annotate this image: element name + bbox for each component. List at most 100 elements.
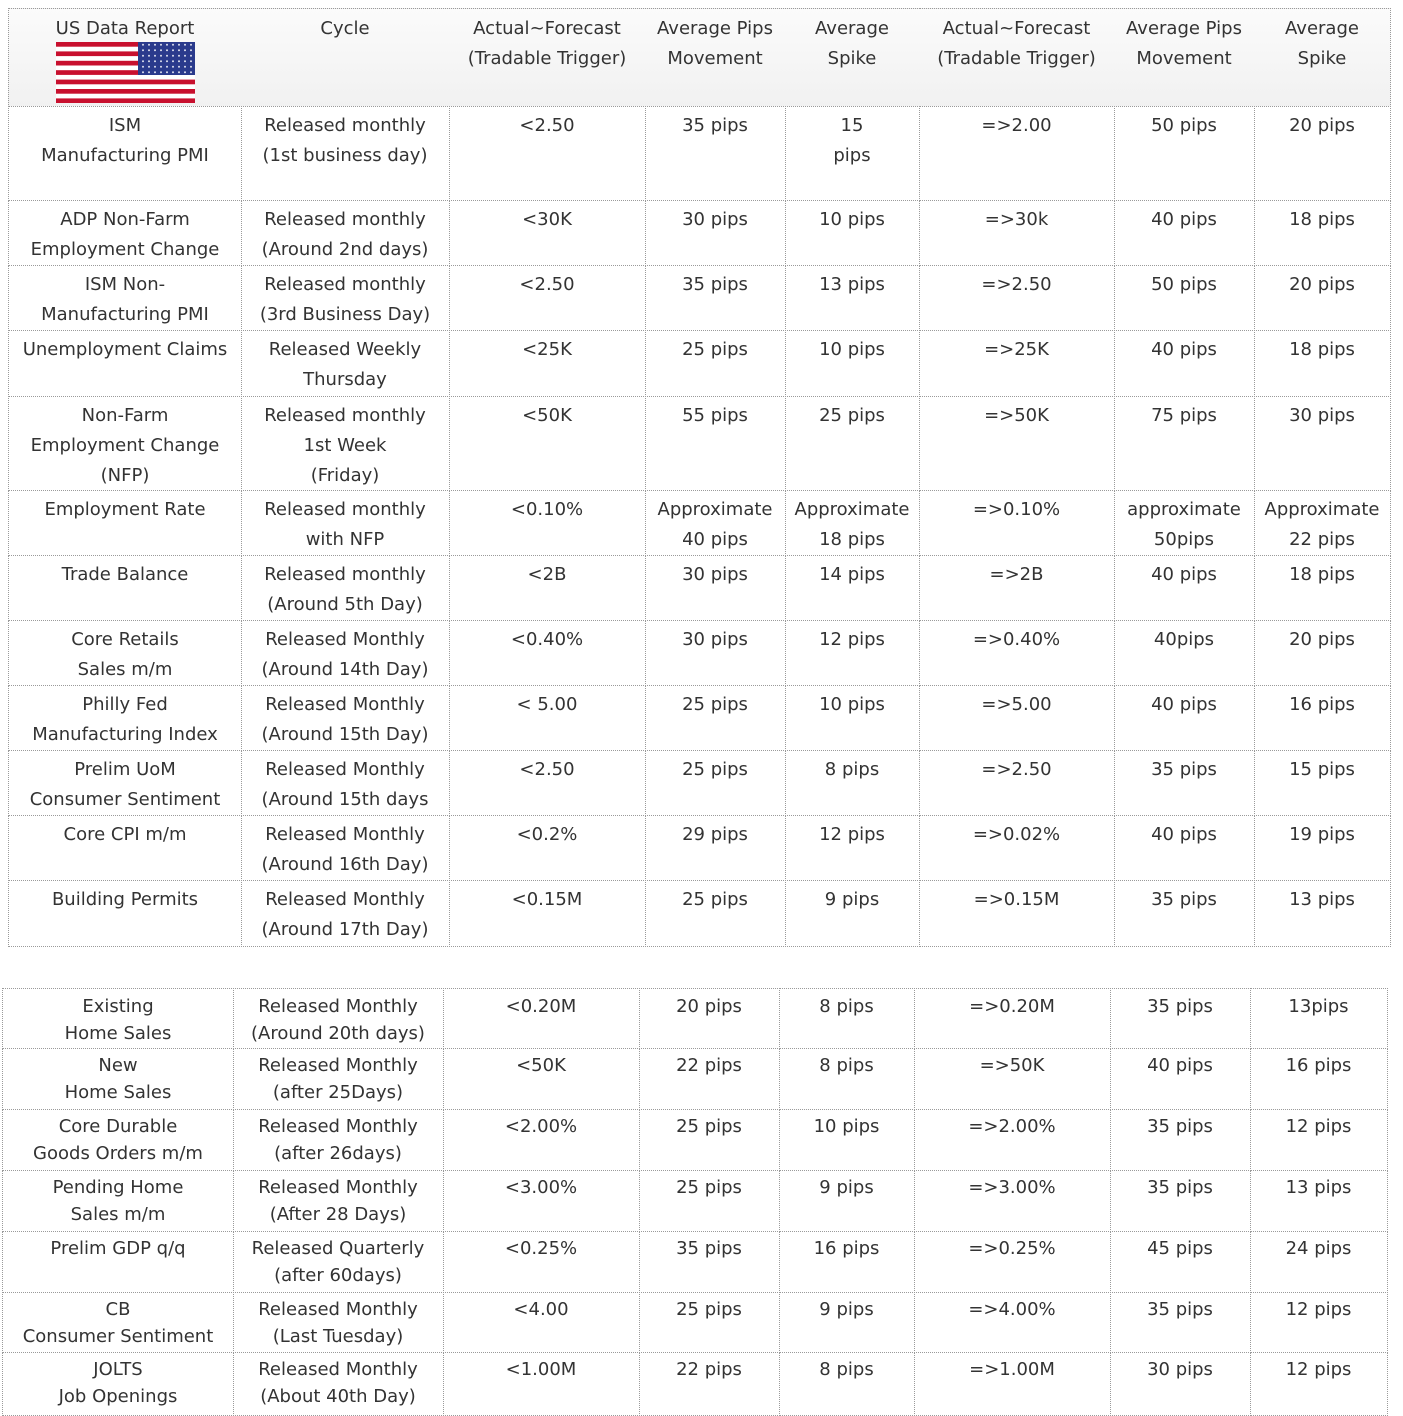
cell-line: Released monthly	[264, 115, 426, 136]
table-cell: ISM Manufacturing PMI	[8, 106, 242, 201]
table-cell: 19 pips	[1254, 815, 1391, 881]
cell-line: Prelim GDP q/q	[50, 1238, 186, 1259]
cell-line: =>3.00%	[968, 1177, 1056, 1198]
cell-line: Core Retails	[71, 629, 179, 650]
cell-line: =>50K	[979, 1055, 1045, 1076]
cell-line: 35 pips	[682, 274, 748, 295]
table-cell: Released Quarterly (after 60days)	[233, 1231, 444, 1293]
table-cell: <25K	[449, 330, 646, 397]
table-cell: =>2.50	[919, 265, 1115, 331]
cell-line: 9 pips	[819, 1299, 874, 1320]
cell-line: 75 pips	[1151, 405, 1217, 426]
table-cell: 35 pips	[1110, 1109, 1251, 1171]
cell-line: Unemployment Claims	[22, 339, 228, 360]
table-cell: 10 pips	[785, 200, 920, 266]
cell-line: 9 pips	[824, 889, 880, 910]
table-cell: Released monthly (3rd Business Day)	[241, 265, 450, 331]
cell-line: 29 pips	[682, 824, 748, 845]
table-cell: 25 pips	[645, 330, 786, 397]
cell-line: Cycle	[320, 18, 370, 39]
table-cell: Core Retails Sales m/m	[8, 620, 242, 686]
cell-line: Non-Farm	[81, 405, 169, 426]
table-cell: <2.50	[449, 106, 646, 201]
cell-line: 13 pips	[1289, 889, 1355, 910]
cell-line: Movement	[1136, 48, 1232, 69]
table-cell: Released Monthly (About 40th Day)	[233, 1352, 444, 1416]
cell-line: 22 pips	[676, 1055, 742, 1076]
cell-line: =>1.00M	[969, 1359, 1055, 1380]
table-cell: Prelim UoM Consumer Sentiment	[8, 750, 242, 816]
cell-line: Released Weekly	[268, 339, 422, 360]
table-cell: =>0.10%	[919, 490, 1115, 556]
cell-line: (Around 20th days)	[251, 1023, 425, 1044]
cell-line: 13 pips	[1285, 1177, 1352, 1198]
cell-line: 20 pips	[1289, 629, 1355, 650]
cell-line: 50 pips	[1151, 274, 1217, 295]
cell-line: with NFP	[305, 529, 385, 550]
cell-line: =>2.00%	[968, 1116, 1056, 1137]
header-cell: Average Pips Movement	[645, 8, 786, 107]
cell-line: (3rd Business Day)	[259, 304, 431, 325]
table-cell: 22 pips	[639, 1048, 780, 1110]
cell-line: Building Permits	[51, 889, 199, 910]
cell-line: 12 pips	[1285, 1359, 1352, 1380]
table-cell: Released monthly 1st Week (Friday)	[241, 396, 450, 491]
table-cell: <1.00M	[443, 1352, 640, 1416]
table-cell: 22 pips	[639, 1352, 780, 1416]
cell-line: =>30k	[984, 209, 1049, 230]
cell-line: 18 pips	[1289, 209, 1355, 230]
cell-line: 40 pips	[1151, 339, 1217, 360]
cell-line: =>5.00	[981, 694, 1052, 715]
cell-line: 16 pips	[1289, 694, 1355, 715]
cell-line: 55 pips	[682, 405, 748, 426]
cell-line: Released Monthly	[258, 1299, 418, 1320]
table-cell: 30 pips	[645, 200, 786, 266]
table-cell: =>0.40%	[919, 620, 1115, 686]
cell-line: Pending Home	[52, 1177, 184, 1198]
cell-line: 40 pips	[1151, 694, 1217, 715]
cell-line: =>4.00%	[968, 1299, 1056, 1320]
cell-line: 25 pips	[682, 889, 748, 910]
table-cell: Released monthly (Around 5th Day)	[241, 555, 450, 621]
table-cell: ISM Non- Manufacturing PMI	[8, 265, 242, 331]
cell-line: Employment Change	[30, 239, 220, 260]
table-cell: 20 pips	[1254, 265, 1391, 331]
cell-line: Released Monthly	[258, 1359, 418, 1380]
table-cell: Released Monthly (Last Tuesday)	[233, 1292, 444, 1353]
table-cell: 9 pips	[779, 1170, 915, 1232]
cell-line: 15	[840, 115, 864, 136]
table-cell: Philly Fed Manufacturing Index	[8, 685, 242, 751]
cell-line: Consumer Sentiment	[29, 789, 221, 810]
table-cell: Released Monthly (Around 15th days	[241, 750, 450, 816]
cell-line: 40 pips	[1151, 209, 1217, 230]
cell-line: (Around 14th Day)	[261, 659, 429, 680]
table-cell: <4.00	[443, 1292, 640, 1353]
cell-line: <0.40%	[510, 629, 584, 650]
cell-line: (Around 15th days	[261, 789, 429, 810]
cell-line: (Around 5th Day)	[267, 594, 423, 615]
cell-line: (1st business day)	[262, 145, 428, 166]
table-cell: Released Monthly (after 26days)	[233, 1109, 444, 1171]
table-cell: 25 pips	[645, 880, 786, 947]
cell-line: <50K	[516, 1055, 566, 1076]
cell-line: 12 pips	[819, 824, 885, 845]
cell-line: <0.15M	[511, 889, 583, 910]
table-cell: =>0.15M	[919, 880, 1115, 947]
table-cell: 15 pips	[785, 106, 920, 201]
table-cell: 15 pips	[1254, 750, 1391, 816]
header-cell: Average Pips Movement	[1114, 8, 1255, 107]
table-cell: <50K	[443, 1048, 640, 1110]
cell-line: Philly Fed	[82, 694, 168, 715]
cell-line: Home Sales	[64, 1023, 172, 1044]
cell-line: Released Monthly	[258, 1055, 418, 1076]
table-cell: 13 pips	[1250, 1170, 1388, 1232]
table-cell: 13 pips	[1254, 880, 1391, 947]
cell-line: Manufacturing Index	[32, 724, 218, 745]
table-cell: Employment Rate	[8, 490, 242, 556]
cell-line: <2.50	[519, 274, 575, 295]
cell-line: Released monthly	[264, 564, 426, 585]
cell-line: =>0.20M	[969, 996, 1055, 1017]
cell-line: 16 pips	[1285, 1055, 1352, 1076]
cell-line: (Around 2nd days)	[261, 239, 429, 260]
